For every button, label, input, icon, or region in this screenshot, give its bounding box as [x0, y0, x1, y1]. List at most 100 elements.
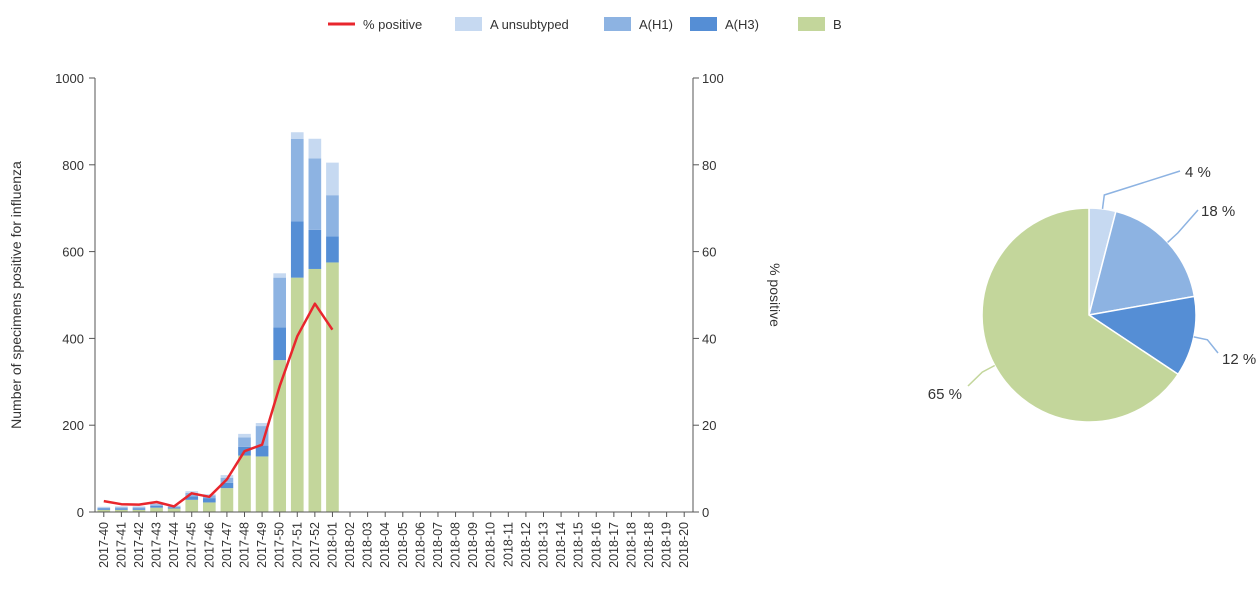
bar-segment-a-unsubtyped	[290, 132, 304, 139]
pie-leader-line	[1101, 170, 1181, 209]
legend-label-a-unsubtyped: A unsubtyped	[490, 17, 569, 32]
bar-segment-b	[132, 509, 146, 512]
pie-label-a-h3: 12 %	[1222, 351, 1256, 368]
legend-swatch-a-h1	[604, 17, 631, 31]
bar-segment-a-unsubtyped	[255, 423, 269, 427]
x-tick-label: 2017-46	[202, 522, 216, 568]
bar-segment-a-unsubtyped	[202, 494, 216, 496]
y2-tick-label: 80	[702, 158, 716, 173]
bar-segment-a-h3-	[326, 236, 339, 263]
x-axis-labels: 2017-40 2017-41 2017-42 2017-43 2017-44 2017-…	[97, 512, 691, 568]
y-tick-label: 200	[62, 418, 84, 433]
x-tick-label: 2018-14	[554, 522, 568, 568]
bar-segment-b	[255, 456, 269, 512]
pie-slice-a-h1	[1087, 210, 1196, 316]
bar-segment-a-unsubtyped	[150, 503, 163, 505]
x-tick-label: 2018-17	[607, 522, 621, 568]
x-tick-label: 2018-15	[572, 522, 586, 568]
legend-swatch-b	[798, 17, 825, 31]
bar-segment-a-h1-	[132, 507, 146, 509]
x-tick-label: 2018-06	[413, 522, 427, 568]
x-tick-label: 2018-10	[484, 522, 498, 568]
bar-segment-a-h1-	[290, 138, 304, 222]
x-tick-label: 2018-19	[660, 522, 674, 568]
pie-leader-line	[1167, 209, 1199, 243]
x-tick-label: 2017-41	[114, 522, 128, 568]
y-axis-title: Number of specimens positive for influen…	[8, 161, 24, 429]
bar-segment-a-unsubtyped	[273, 273, 287, 278]
axes: 0 200 400 600 800 1000 0 20 40 60 80 100	[55, 71, 724, 520]
x-tick-label: 2018-04	[378, 522, 392, 568]
y2-tick-label: 60	[702, 245, 716, 260]
bar-segment-a-h1-	[273, 277, 287, 328]
x-tick-label: 2017-42	[132, 522, 146, 568]
y2-tick-label: 100	[702, 71, 724, 86]
x-tick-label: 2017-48	[238, 522, 252, 568]
bar-segment-a-h3-	[255, 445, 269, 457]
bar-segment-a-h1-	[308, 158, 322, 230]
bar-segment-a-unsubtyped	[238, 433, 251, 438]
legend-label-b: B	[833, 17, 842, 32]
y2-tick-label: 0	[702, 505, 709, 520]
bar-segment-b	[290, 277, 304, 512]
pie-chart: 4 % 18 % 12 % 65 %	[928, 164, 1256, 423]
pie-slice-b	[981, 207, 1180, 423]
bar-segment-a-h1-	[97, 507, 111, 509]
bar-segment-a-h3-	[167, 507, 181, 509]
x-tick-label: 2018-03	[361, 522, 375, 568]
x-tick-label: 2017-51	[290, 522, 304, 568]
x-tick-label: 2017-45	[185, 522, 199, 568]
legend-swatch-a-h3	[690, 17, 717, 31]
bar-segment-a-h1-	[326, 195, 339, 237]
positivity-line	[103, 302, 334, 508]
x-tick-label: 2017-49	[255, 522, 269, 568]
x-tick-label: 2018-07	[431, 522, 445, 568]
bar-segment-b	[220, 488, 234, 512]
bar-segment-b	[326, 262, 339, 512]
bar-segment-a-unsubtyped	[132, 506, 146, 508]
x-tick-label: 2017-52	[308, 522, 322, 568]
pie-leader-line	[1193, 336, 1219, 354]
x-tick-label: 2017-47	[220, 522, 234, 568]
y-tick-label: 600	[62, 245, 84, 260]
bar-segment-b	[115, 509, 128, 512]
bar-segment-a-h3-	[150, 505, 163, 508]
bar-segment-a-h1-	[238, 437, 251, 447]
legend-label-a-h1: A(H1)	[639, 17, 673, 32]
x-tick-label: 2018-20	[677, 522, 691, 568]
x-tick-label: 2018-13	[537, 522, 551, 568]
y2-axis-title: % positive	[767, 263, 783, 327]
legend: % positive A unsubtyped A(H1) A(H3) B	[328, 17, 842, 32]
pie-leader-line	[967, 364, 996, 387]
x-tick-label: 2018-01	[325, 522, 339, 568]
y-tick-label: 400	[62, 331, 84, 346]
bar-segment-a-h3-	[202, 498, 216, 503]
bars	[97, 132, 339, 512]
x-tick-label: 2018-18	[642, 522, 656, 568]
x-tick-label: 2017-43	[150, 522, 164, 568]
bar-segment-a-h1-	[150, 504, 163, 506]
x-tick-label: 2018-16	[589, 522, 603, 568]
legend-label-positive: % positive	[363, 17, 422, 32]
bar-segment-b	[167, 508, 181, 512]
positivity-line-path	[103, 302, 334, 508]
bar-segment-a-h3-	[290, 221, 304, 278]
bar-segment-b	[97, 509, 111, 512]
bar-segment-a-h3-	[132, 508, 146, 510]
x-tick-label: 2018-08	[449, 522, 463, 568]
x-tick-label: 2018-05	[396, 522, 410, 568]
bar-segment-a-unsubtyped	[185, 491, 199, 493]
bar-chart: Number of specimens positive for influen…	[8, 71, 783, 568]
bar-segment-a-h3-	[220, 482, 234, 489]
x-tick-label: 2017-50	[273, 522, 287, 568]
bar-segment-b	[150, 507, 163, 512]
pie-label-a-unsubtyped: 4 %	[1185, 164, 1211, 181]
bar-segment-a-unsubtyped	[97, 506, 111, 508]
bar-segment-b	[202, 502, 216, 512]
y2-tick-label: 20	[702, 418, 716, 433]
x-tick-label: 2018-11	[501, 522, 515, 567]
x-tick-label: 2018-12	[519, 522, 533, 568]
bar-segment-b	[308, 268, 322, 512]
